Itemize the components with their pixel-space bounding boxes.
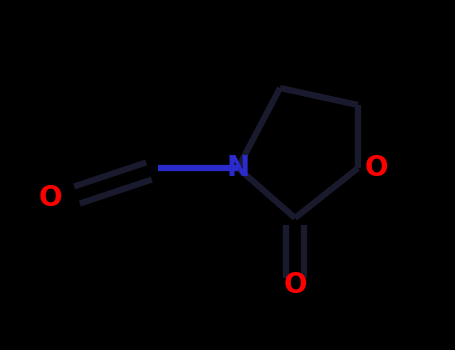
Text: N: N: [227, 154, 249, 182]
Text: O: O: [283, 271, 307, 299]
Text: O: O: [364, 154, 388, 182]
Text: O: O: [38, 184, 62, 212]
